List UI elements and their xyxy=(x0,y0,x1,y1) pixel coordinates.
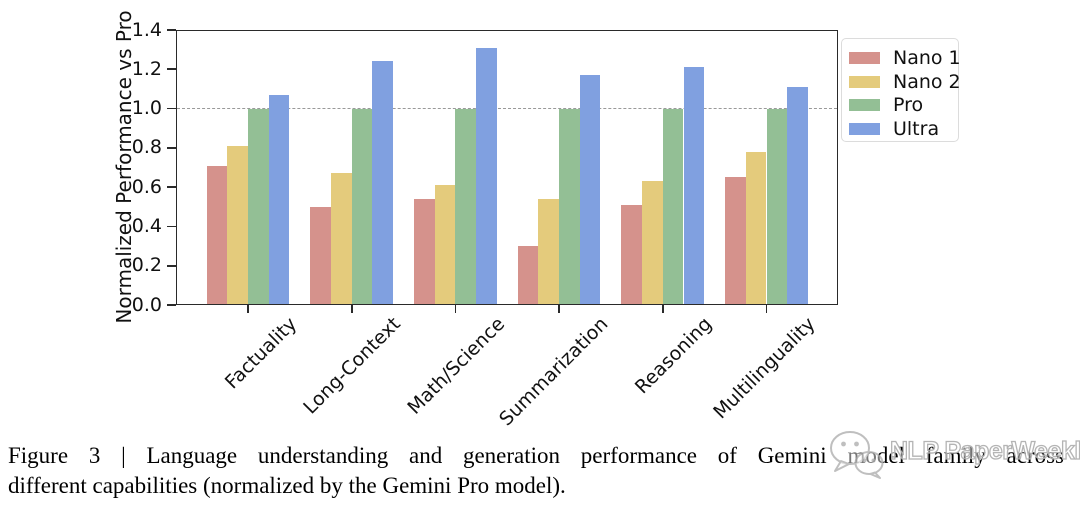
bar-ultra-math/science xyxy=(476,47,497,305)
legend-label: Ultra xyxy=(893,117,940,140)
x-tick-mark xyxy=(247,305,249,313)
x-tick-mark xyxy=(350,305,353,313)
y-tick-label: 0.8 xyxy=(131,136,162,159)
bar-nano2-long-context xyxy=(331,173,352,305)
bar-nano1-factuality xyxy=(206,165,228,305)
y-tick-label: 0.2 xyxy=(131,254,162,277)
legend-swatch xyxy=(849,122,880,135)
y-tick-mark xyxy=(167,107,176,110)
y-tick-label: 0.6 xyxy=(131,175,162,198)
legend-item-nano-2: Nano 2 xyxy=(849,71,961,93)
legend-swatch xyxy=(849,99,880,111)
x-tick-mark xyxy=(765,305,768,313)
y-axis-label: Normalized Performance vs Pro xyxy=(112,10,136,324)
x-tick-label: Factuality xyxy=(221,313,302,394)
y-tick-mark xyxy=(167,304,176,306)
bar-pro-long-context xyxy=(351,108,373,305)
bar-ultra-multilinguality xyxy=(787,86,808,305)
legend-label: Nano 2 xyxy=(893,70,961,93)
bar-ultra-factuality xyxy=(268,94,290,305)
caption-line-1: Figure 3 | Language understanding and ge… xyxy=(8,443,1064,468)
legend-swatch xyxy=(849,75,880,88)
y-tick-mark xyxy=(167,147,176,149)
bar-nano2-math/science xyxy=(434,185,456,305)
bar-pro-reasoning xyxy=(662,108,684,305)
bar-pro-summarization xyxy=(559,108,580,305)
bar-nano2-reasoning xyxy=(642,181,663,305)
x-tick-label: Math/Science xyxy=(403,313,509,419)
legend-item-pro: Pro xyxy=(849,94,952,116)
x-tick-label: Reasoning xyxy=(631,313,717,399)
y-tick-label: 1.4 xyxy=(131,18,162,41)
y-tick-mark xyxy=(167,68,176,71)
y-tick-mark xyxy=(167,186,176,188)
legend-label: Pro xyxy=(893,94,924,116)
x-tick-mark xyxy=(661,305,664,313)
bar-nano2-multilinguality xyxy=(745,151,767,305)
bar-ultra-long-context xyxy=(372,61,394,305)
reference-line xyxy=(177,107,837,109)
x-tick-label: Long-Context xyxy=(299,313,406,419)
bar-nano1-long-context xyxy=(310,206,331,305)
bar-ultra-reasoning xyxy=(683,67,705,305)
x-tick-mark xyxy=(454,305,457,313)
bar-pro-math/science xyxy=(455,108,477,305)
bar-nano1-multilinguality xyxy=(725,177,746,305)
legend-item-ultra: Ultra xyxy=(849,118,952,140)
legend-item-nano-1: Nano 1 xyxy=(849,47,961,69)
legend-swatch xyxy=(849,52,880,64)
bar-nano1-math/science xyxy=(414,198,435,305)
bar-pro-multilinguality xyxy=(766,108,788,305)
bar-pro-factuality xyxy=(248,108,269,305)
y-tick-mark xyxy=(167,264,176,267)
x-tick-label: Multilinguality xyxy=(709,313,821,424)
y-tick-mark xyxy=(167,225,176,228)
y-tick-mark xyxy=(167,29,176,31)
bar-nano2-factuality xyxy=(227,145,248,305)
y-tick-label: 1.0 xyxy=(131,97,162,120)
bar-nano2-summarization xyxy=(538,198,560,305)
y-tick-label: 0.4 xyxy=(131,214,162,237)
y-tick-label: 1.2 xyxy=(131,57,162,80)
caption-line-2: different capabilities (normalized by th… xyxy=(8,473,566,498)
bar-nano1-reasoning xyxy=(621,204,643,305)
figure-caption: Figure 3 | Language understanding and ge… xyxy=(8,441,1064,501)
legend-label: Nano 1 xyxy=(893,47,961,69)
legend: Nano 1 Nano 2 Pro Ultra xyxy=(841,38,961,142)
y-tick-label: 0.0 xyxy=(131,293,162,316)
bar-nano1-summarization xyxy=(517,246,539,305)
x-tick-mark xyxy=(558,305,560,313)
x-tick-label: Summarization xyxy=(495,313,613,431)
bar-ultra-summarization xyxy=(579,75,601,305)
